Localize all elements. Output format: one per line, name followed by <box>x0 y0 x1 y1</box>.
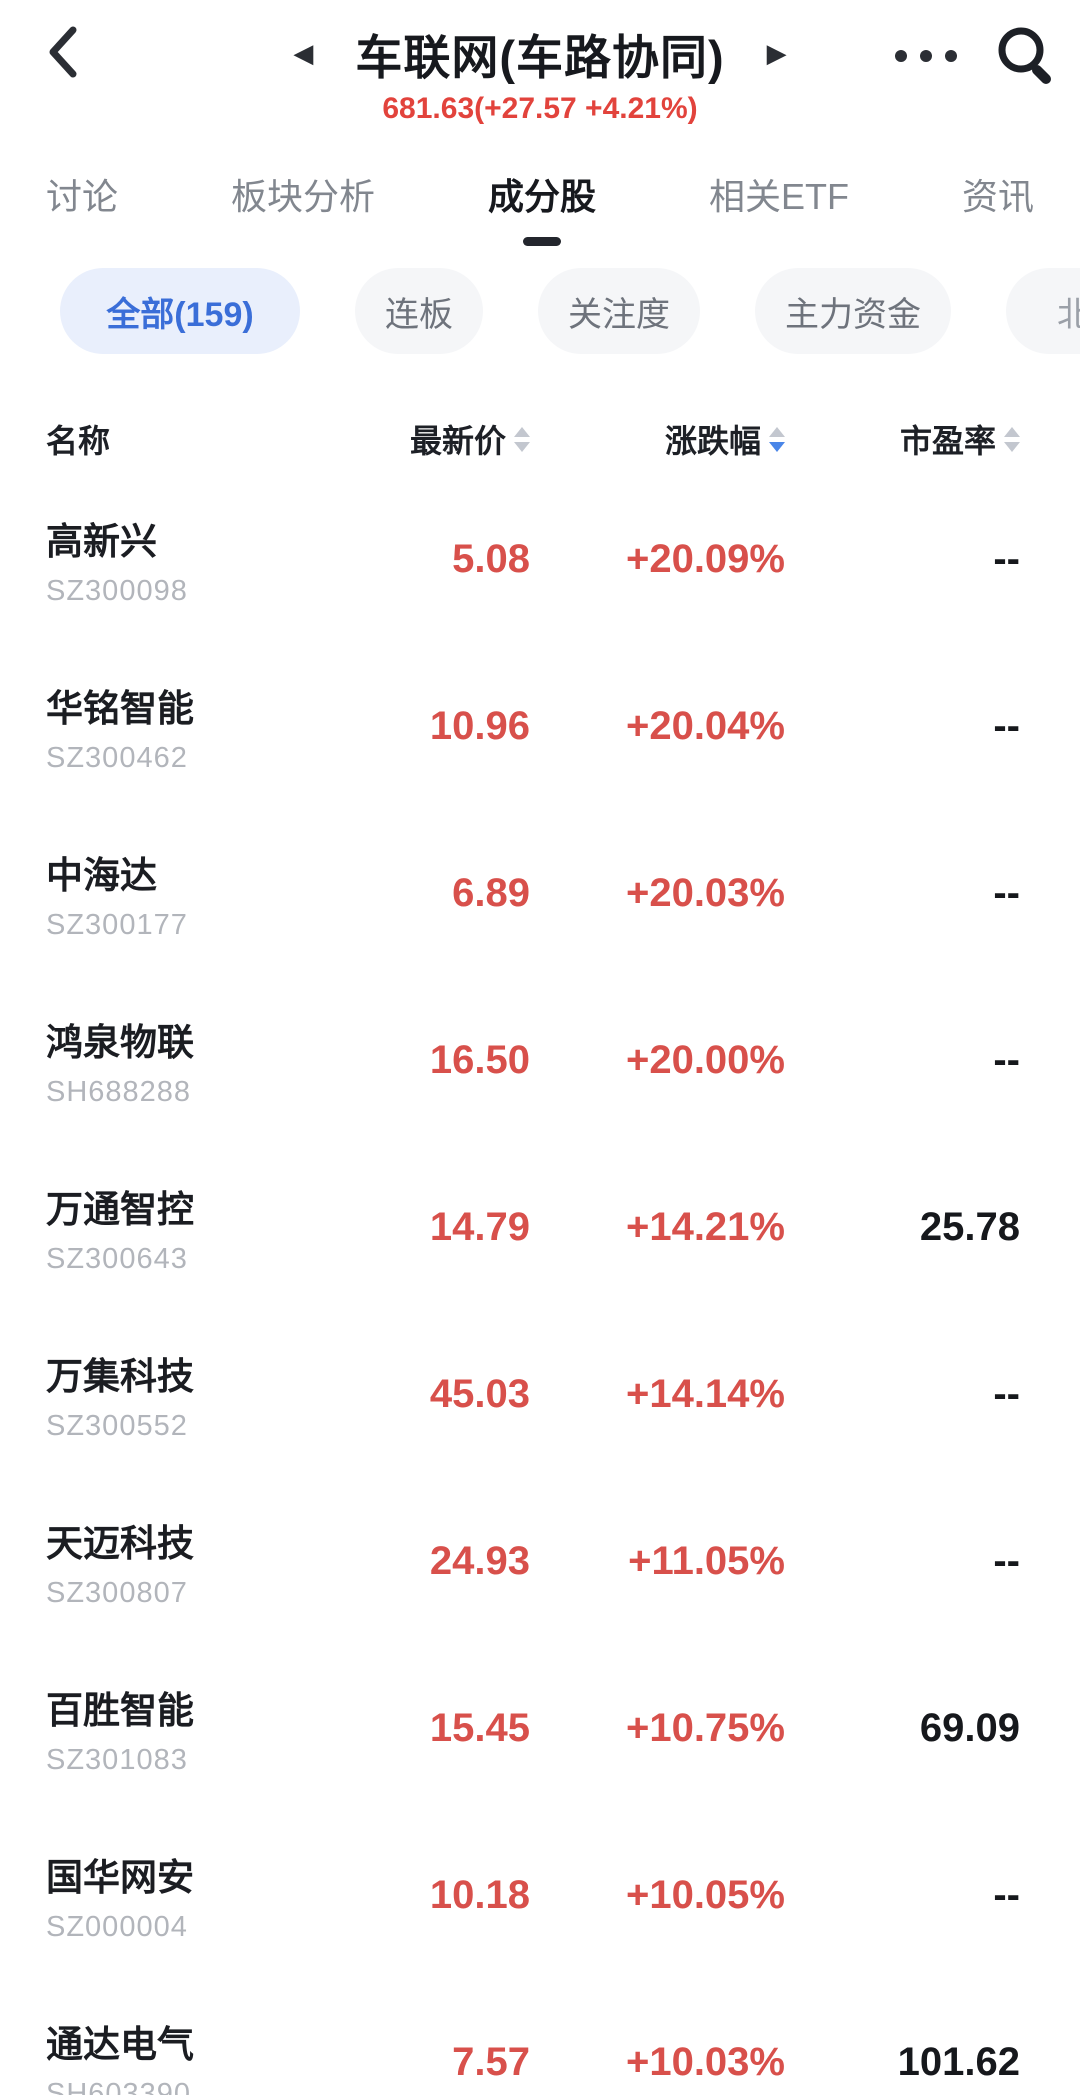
stock-pe: -- <box>993 1539 1020 1583</box>
stock-price: 45.03 <box>429 1372 530 1416</box>
stock-change: +10.75% <box>625 1706 785 1750</box>
stock-code: SZ300643 <box>46 1243 188 1275</box>
prev-sector-icon[interactable]: ◀ <box>293 38 314 68</box>
stock-pe: 69.09 <box>919 1706 1020 1750</box>
stock-name: 国华网安 <box>46 1857 194 1898</box>
filter-chip-row: 全部(159) 连板 关注度 主力资金 北向 <box>0 268 1080 354</box>
stock-pe: -- <box>993 1873 1020 1917</box>
stock-code: SH688288 <box>46 1076 192 1108</box>
stock-price: 6.89 <box>452 871 530 915</box>
stock-name: 万集科技 <box>46 1356 194 1397</box>
tab-news[interactable]: 资讯 <box>961 176 1034 217</box>
sort-arrows-icon <box>514 426 530 452</box>
search-icon <box>998 27 1051 84</box>
stock-pe: -- <box>993 1038 1020 1082</box>
stock-row[interactable]: 万集科技 SZ300552 45.03 +14.14% -- <box>0 1311 1080 1478</box>
stock-price: 10.96 <box>429 704 530 748</box>
stock-row[interactable]: 鸿泉物联 SH688288 16.50 +20.00% -- <box>0 977 1080 1144</box>
search-button[interactable] <box>992 22 1058 88</box>
stock-code: SZ300807 <box>46 1577 188 1609</box>
stock-change: +10.05% <box>625 1873 785 1917</box>
stock-name: 百胜智能 <box>46 1690 194 1731</box>
stock-code: SZ300462 <box>46 742 188 774</box>
tab-constituents[interactable]: 成分股 <box>488 168 596 220</box>
stock-name: 万通智控 <box>46 1189 194 1230</box>
stock-change: +14.21% <box>625 1205 785 1249</box>
stock-row[interactable]: 华铭智能 SZ300462 10.96 +20.04% -- <box>0 643 1080 810</box>
stock-code: SZ300177 <box>46 909 188 941</box>
stock-price: 15.45 <box>429 1706 530 1750</box>
app-header: ◀ 车联网(车路协同) ▶ 681.63(+27.57 +4.21%) <box>0 0 1080 132</box>
stock-change: +10.03% <box>625 2040 785 2084</box>
stock-price: 14.79 <box>429 1205 530 1249</box>
filter-main-funds[interactable]: 主力资金 <box>755 268 951 354</box>
stock-change: +20.03% <box>625 871 785 915</box>
stock-code: SH603390 <box>46 2078 192 2095</box>
stock-row[interactable]: 中海达 SZ300177 6.89 +20.03% -- <box>0 810 1080 977</box>
stock-change: +11.05% <box>628 1539 785 1583</box>
tab-discussion[interactable]: 讨论 <box>46 176 119 217</box>
stock-row[interactable]: 万通智控 SZ300643 14.79 +14.21% 25.78 <box>0 1144 1080 1311</box>
stock-change: +20.09% <box>625 537 785 581</box>
page-title: 车联网(车路协同) <box>355 30 725 84</box>
stock-row[interactable]: 天迈科技 SZ300807 24.93 +11.05% -- <box>0 1478 1080 1645</box>
stock-pe: -- <box>993 871 1020 915</box>
stock-name: 华铭智能 <box>46 688 194 729</box>
stock-pe: -- <box>993 537 1020 581</box>
stock-name: 中海达 <box>46 855 157 896</box>
stock-pe: 25.78 <box>919 1205 1020 1249</box>
filter-all[interactable]: 全部(159) <box>60 268 300 354</box>
tab-bar: 讨论 板块分析 成分股 相关ETF 资讯 <box>0 168 1080 220</box>
table-header: 名称 最新价 涨跌幅 市盈率 <box>0 414 1080 464</box>
stock-change: +14.14% <box>625 1372 785 1416</box>
stock-price: 10.18 <box>429 1873 530 1917</box>
stock-name: 鸿泉物联 <box>46 1022 194 1063</box>
filter-streak[interactable]: 连板 <box>355 268 483 354</box>
stock-code: SZ000004 <box>46 1911 188 1943</box>
stock-row[interactable]: 国华网安 SZ000004 10.18 +10.05% -- <box>0 1812 1080 1979</box>
col-change-sort[interactable]: 涨跌幅 <box>530 416 785 462</box>
stock-change: +20.04% <box>625 704 785 748</box>
stock-name: 天迈科技 <box>46 1523 194 1564</box>
stock-change: +20.00% <box>625 1038 785 1082</box>
tab-sector-analysis[interactable]: 板块分析 <box>231 176 376 217</box>
back-button[interactable] <box>34 24 90 80</box>
stock-pe: -- <box>993 1372 1020 1416</box>
stock-name: 高新兴 <box>46 521 157 562</box>
stock-row[interactable]: 通达电气 SH603390 7.57 +10.03% 101.62 <box>0 1979 1080 2095</box>
stock-code: SZ301083 <box>46 1744 188 1776</box>
stock-price: 24.93 <box>429 1539 530 1583</box>
filter-northbound[interactable]: 北向 <box>1006 268 1080 354</box>
col-price-sort[interactable]: 最新价 <box>355 416 530 462</box>
stock-pe: 101.62 <box>897 2040 1020 2084</box>
stock-row[interactable]: 高新兴 SZ300098 5.08 +20.09% -- <box>0 476 1080 643</box>
stock-name: 通达电气 <box>46 2024 194 2065</box>
stock-price: 16.50 <box>429 1038 530 1082</box>
three-dots-icon <box>895 50 957 62</box>
sort-arrows-icon <box>769 426 785 452</box>
stock-code: SZ300098 <box>46 575 188 607</box>
stock-list: 高新兴 SZ300098 5.08 +20.09% -- 华铭智能 SZ3004… <box>0 476 1080 2095</box>
col-pe-sort[interactable]: 市盈率 <box>785 416 1020 462</box>
stock-price: 7.57 <box>452 2040 530 2084</box>
stock-row[interactable]: 百胜智能 SZ301083 15.45 +10.75% 69.09 <box>0 1645 1080 1812</box>
stock-price: 5.08 <box>452 537 530 581</box>
chevron-left-icon <box>49 26 77 78</box>
next-sector-icon[interactable]: ▶ <box>766 38 787 68</box>
stock-code: SZ300552 <box>46 1410 188 1442</box>
stock-pe: -- <box>993 704 1020 748</box>
index-quote: 681.63(+27.57 +4.21%) <box>382 92 698 125</box>
tab-related-etf[interactable]: 相关ETF <box>709 176 849 217</box>
more-menu-button[interactable] <box>890 34 962 78</box>
filter-attention[interactable]: 关注度 <box>538 268 700 354</box>
sort-arrows-icon <box>1004 426 1020 452</box>
col-name: 名称 <box>46 423 111 459</box>
